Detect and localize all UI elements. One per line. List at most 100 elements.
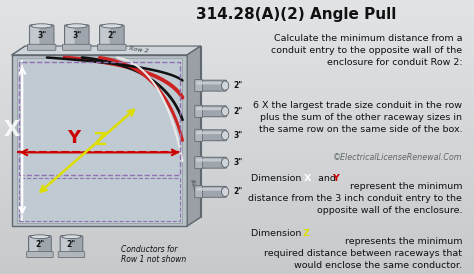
Text: represent the minimum
distance from the 3 inch conduit entry to the
opposite wal: represent the minimum distance from the …	[248, 182, 462, 215]
FancyBboxPatch shape	[30, 26, 39, 46]
Text: and: and	[315, 174, 339, 183]
Text: Row 2: Row 2	[129, 46, 149, 54]
Bar	[0, 41, 474, 46]
Bar	[0, 36, 474, 41]
Bar	[0, 137, 474, 142]
Bar	[0, 5, 474, 9]
Bar	[0, 228, 474, 233]
Bar	[0, 132, 474, 137]
Text: 6 X the largest trade size conduit in the row
plus the sum of the other raceway : 6 X the largest trade size conduit in th…	[253, 101, 462, 134]
FancyBboxPatch shape	[27, 252, 53, 258]
FancyBboxPatch shape	[98, 44, 126, 50]
Bar	[0, 114, 474, 119]
Ellipse shape	[66, 24, 87, 28]
Bar	[0, 164, 474, 169]
Bar	[0, 91, 474, 96]
Ellipse shape	[221, 158, 229, 167]
Text: 3": 3"	[234, 158, 243, 167]
Bar	[0, 242, 474, 247]
Bar	[0, 155, 474, 160]
Bar	[0, 50, 474, 55]
Bar	[0, 192, 474, 196]
FancyBboxPatch shape	[195, 186, 227, 197]
Bar	[0, 32, 474, 36]
Bar	[0, 183, 474, 187]
Bar	[25, 46, 201, 217]
FancyBboxPatch shape	[196, 188, 221, 191]
FancyBboxPatch shape	[65, 26, 74, 46]
Text: X: X	[4, 120, 20, 140]
FancyBboxPatch shape	[195, 129, 202, 141]
Text: 2": 2"	[107, 31, 117, 39]
FancyBboxPatch shape	[195, 80, 227, 91]
Bar	[0, 210, 474, 215]
FancyBboxPatch shape	[195, 130, 227, 141]
Bar	[0, 224, 474, 228]
Text: ©ElectricalLicenseRenewal.Com: ©ElectricalLicenseRenewal.Com	[333, 153, 462, 162]
Bar	[0, 169, 474, 173]
Bar	[0, 206, 474, 210]
Bar	[0, 78, 474, 82]
Text: 2": 2"	[234, 81, 243, 90]
Bar	[0, 151, 474, 155]
Ellipse shape	[31, 24, 52, 28]
FancyBboxPatch shape	[195, 186, 202, 198]
Bar	[0, 146, 474, 151]
Bar	[0, 265, 474, 269]
FancyBboxPatch shape	[61, 237, 70, 253]
FancyBboxPatch shape	[64, 25, 89, 47]
Bar	[0, 247, 474, 251]
Polygon shape	[12, 46, 201, 55]
Text: Conductors for
Row 1 not shown: Conductors for Row 1 not shown	[120, 245, 186, 264]
Ellipse shape	[221, 187, 229, 196]
Bar	[0, 18, 474, 23]
FancyBboxPatch shape	[58, 252, 85, 258]
Bar	[0, 101, 474, 105]
FancyBboxPatch shape	[195, 157, 202, 169]
Bar	[0, 46, 474, 50]
Bar	[19, 178, 180, 221]
Text: 3": 3"	[72, 31, 82, 39]
Ellipse shape	[30, 235, 49, 239]
Bar	[0, 59, 474, 64]
Bar	[0, 256, 474, 260]
FancyBboxPatch shape	[100, 26, 109, 46]
Bar	[0, 110, 474, 114]
Bar	[0, 68, 474, 73]
FancyBboxPatch shape	[195, 157, 227, 168]
Text: 2": 2"	[35, 240, 45, 249]
FancyBboxPatch shape	[195, 106, 227, 117]
FancyBboxPatch shape	[28, 236, 51, 255]
Bar	[0, 173, 474, 178]
Bar	[0, 27, 474, 32]
Text: 3": 3"	[37, 31, 46, 39]
FancyBboxPatch shape	[196, 131, 221, 134]
Bar	[0, 123, 474, 128]
FancyBboxPatch shape	[27, 44, 56, 50]
Text: 2": 2"	[234, 107, 243, 116]
Text: Dimension: Dimension	[251, 174, 305, 183]
Bar	[0, 178, 474, 183]
FancyBboxPatch shape	[29, 237, 38, 253]
Text: 3": 3"	[234, 131, 243, 140]
Bar	[0, 0, 474, 5]
FancyBboxPatch shape	[196, 82, 221, 84]
FancyBboxPatch shape	[60, 236, 83, 255]
Ellipse shape	[221, 81, 229, 90]
FancyBboxPatch shape	[195, 80, 202, 92]
Bar	[19, 62, 180, 175]
FancyBboxPatch shape	[196, 159, 221, 162]
Bar	[0, 73, 474, 78]
Bar	[0, 215, 474, 219]
Ellipse shape	[101, 24, 122, 28]
Bar	[0, 82, 474, 87]
Bar	[0, 105, 474, 110]
Bar	[0, 201, 474, 206]
Bar	[0, 219, 474, 224]
Bar	[17, 58, 182, 223]
Text: Calculate the minimum distance from a
conduit entry to the opposite wall of the
: Calculate the minimum distance from a co…	[271, 34, 462, 67]
Text: 314.28(A)(2) Angle Pull: 314.28(A)(2) Angle Pull	[196, 7, 396, 22]
Text: Z: Z	[302, 229, 309, 238]
Bar	[0, 251, 474, 256]
Bar	[0, 238, 474, 242]
